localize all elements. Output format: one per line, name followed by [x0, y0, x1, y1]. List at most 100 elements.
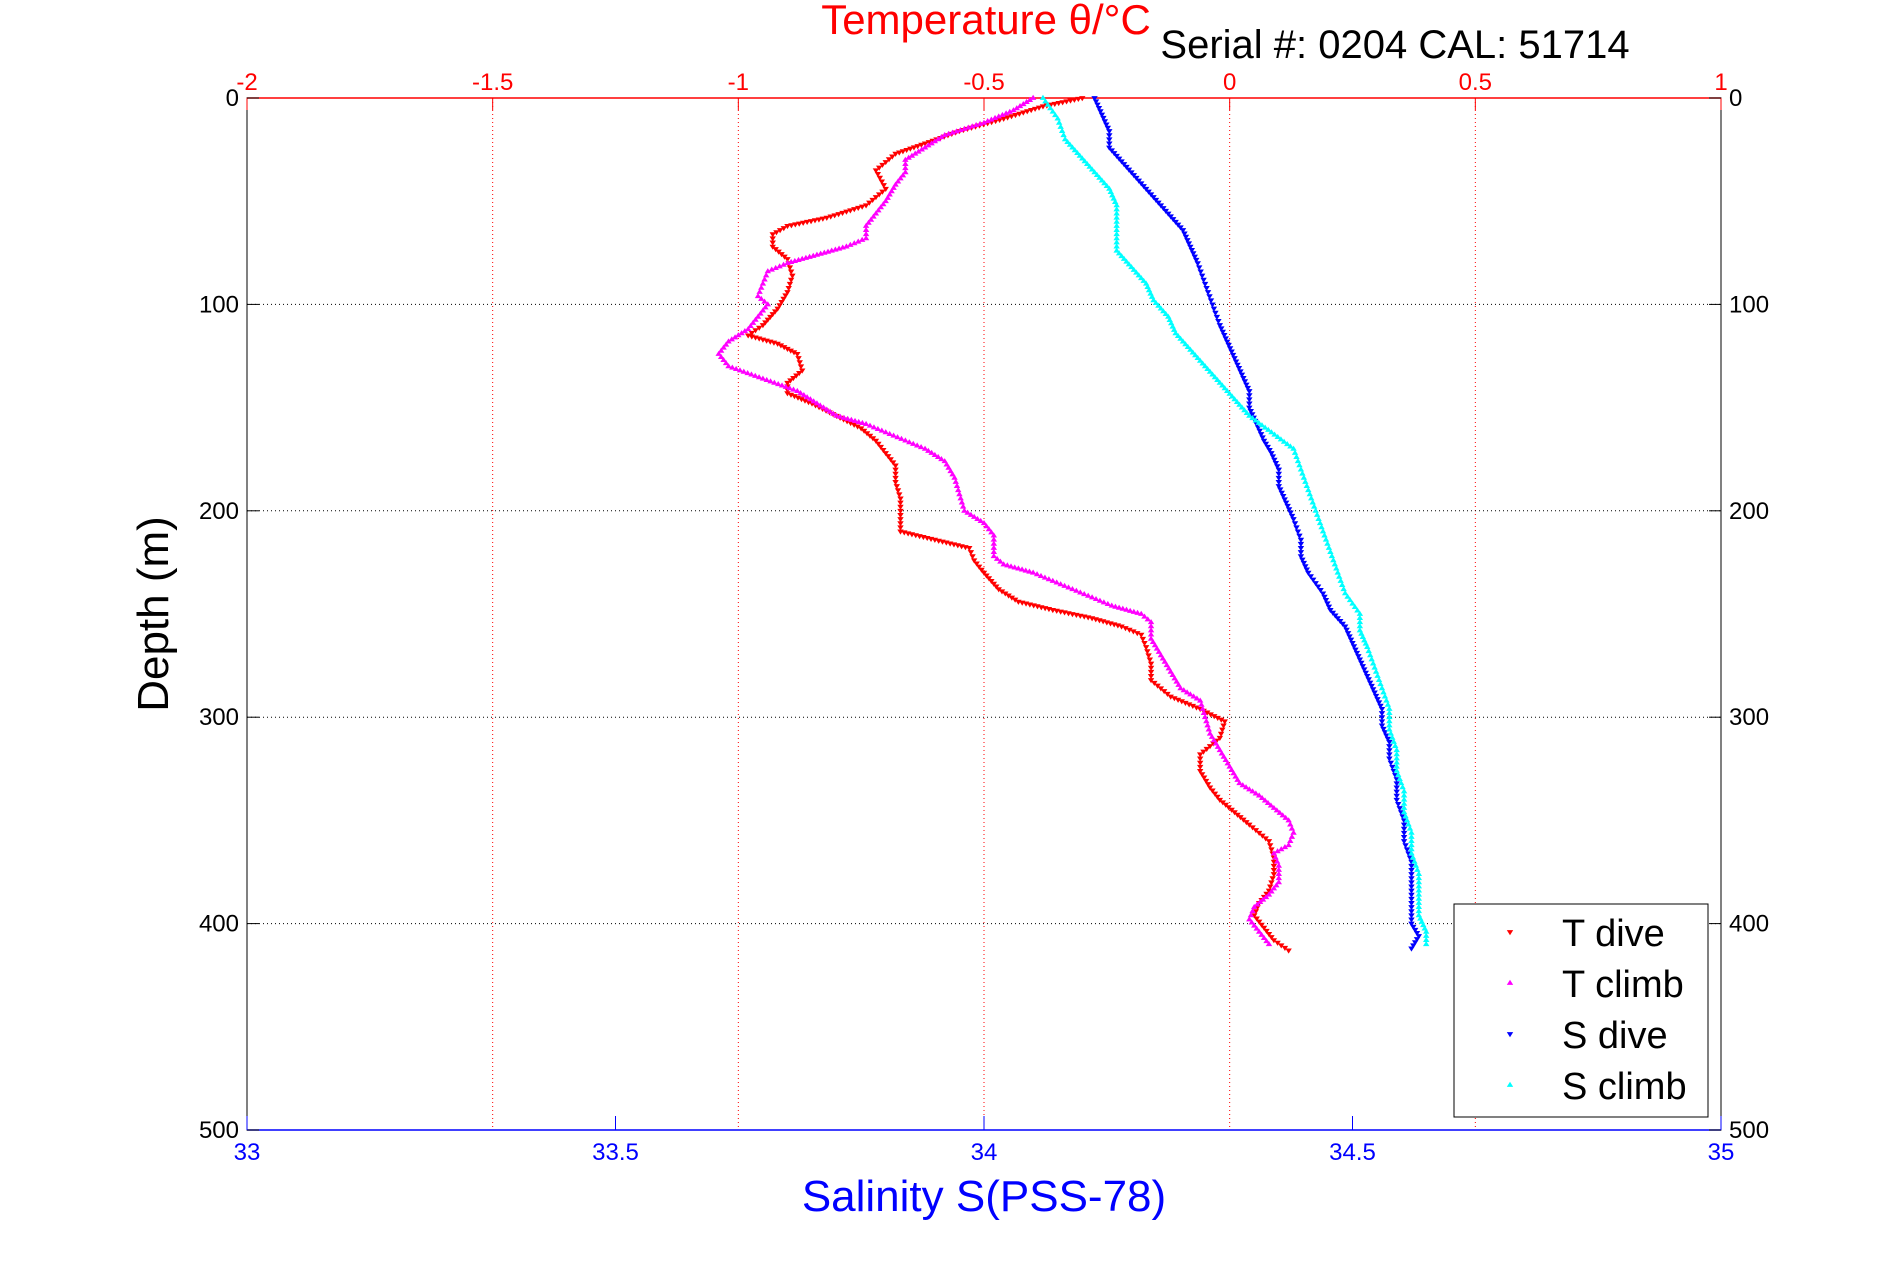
data-point	[983, 573, 990, 579]
temperature-axis-title: Temperature θ/°C	[821, 0, 1151, 43]
data-point	[917, 444, 925, 450]
data-point	[1091, 96, 1098, 102]
data-point	[1147, 623, 1155, 629]
data-point	[894, 488, 902, 494]
data-point	[1270, 850, 1278, 856]
data-point	[1380, 689, 1387, 695]
data-point	[1246, 393, 1253, 399]
data-point	[1106, 145, 1113, 151]
data-point	[1293, 453, 1300, 460]
data-point	[1403, 847, 1411, 853]
temperature-tick-label: -1.5	[472, 69, 513, 96]
data-point	[892, 151, 899, 157]
data-point	[1226, 390, 1233, 396]
data-point	[1267, 802, 1275, 808]
data-point	[875, 441, 882, 447]
data-point	[1415, 891, 1423, 897]
data-point	[1356, 657, 1364, 663]
data-point	[1265, 839, 1273, 845]
data-point	[782, 293, 789, 299]
data-point	[972, 122, 980, 128]
data-point	[1400, 804, 1408, 810]
data-point	[1200, 749, 1207, 755]
data-point	[1184, 343, 1192, 349]
data-point	[1108, 148, 1115, 154]
data-point	[1145, 653, 1152, 659]
data-point	[763, 376, 770, 382]
data-point	[1280, 494, 1287, 500]
data-point	[1366, 680, 1374, 686]
data-point	[1112, 603, 1119, 609]
data-point	[1145, 189, 1152, 195]
data-point	[1349, 600, 1356, 606]
data-point	[1147, 669, 1155, 675]
legend-marker	[1506, 979, 1514, 985]
data-point	[778, 300, 785, 306]
data-point	[1259, 435, 1266, 441]
data-point	[777, 343, 785, 349]
data-point	[1411, 927, 1419, 933]
data-point	[1189, 349, 1197, 355]
data-point	[1400, 796, 1408, 802]
data-point	[1197, 269, 1204, 275]
data-point	[1174, 222, 1182, 228]
data-point	[1226, 346, 1234, 352]
data-point	[1225, 342, 1232, 349]
data-point	[1172, 219, 1179, 226]
data-point	[1212, 740, 1220, 746]
data-point	[1091, 169, 1098, 175]
data-point	[787, 392, 795, 398]
data-point	[910, 440, 917, 446]
data-point	[795, 256, 802, 262]
data-point	[1290, 445, 1297, 451]
data-point	[1263, 928, 1270, 935]
data-point	[758, 295, 765, 301]
data-point	[738, 330, 745, 336]
data-point	[1267, 884, 1274, 890]
salinity-tick-label: 33.5	[592, 1139, 639, 1166]
data-point	[1011, 597, 1019, 603]
data-point	[956, 491, 963, 497]
data-point	[1402, 843, 1409, 849]
data-point	[1198, 273, 1206, 279]
data-point	[975, 564, 983, 570]
data-point	[1138, 181, 1145, 187]
data-point	[1287, 837, 1294, 843]
data-point	[988, 116, 995, 122]
data-point	[1142, 186, 1150, 193]
data-point	[1287, 510, 1294, 516]
data-point	[787, 258, 795, 265]
data-point	[897, 504, 904, 510]
data-point	[1408, 921, 1415, 927]
data-point	[1271, 431, 1278, 437]
data-point	[1411, 858, 1418, 864]
data-point	[876, 175, 884, 181]
data-point	[862, 235, 870, 241]
data-point	[796, 360, 803, 366]
data-point	[1321, 532, 1328, 538]
data-point	[798, 397, 805, 403]
data-point	[835, 245, 843, 251]
data-point	[897, 508, 904, 514]
data-point	[1088, 594, 1096, 600]
data-point	[1231, 356, 1238, 362]
data-point	[1372, 693, 1380, 699]
data-point	[995, 113, 1002, 119]
data-point	[892, 471, 899, 477]
data-point	[1260, 934, 1268, 940]
data-point	[1147, 619, 1155, 625]
data-point	[1177, 685, 1184, 691]
data-point	[964, 509, 971, 515]
data-point	[1103, 182, 1111, 188]
data-point	[1408, 884, 1415, 890]
data-point	[925, 140, 933, 146]
data-point	[1134, 609, 1141, 615]
data-point	[880, 447, 887, 454]
data-point	[1164, 691, 1171, 698]
data-point	[787, 277, 795, 283]
data-point	[1233, 398, 1241, 405]
legend-label: T dive	[1562, 913, 1665, 955]
data-point	[1251, 903, 1258, 910]
data-point	[810, 252, 817, 258]
data-point	[1000, 561, 1007, 567]
